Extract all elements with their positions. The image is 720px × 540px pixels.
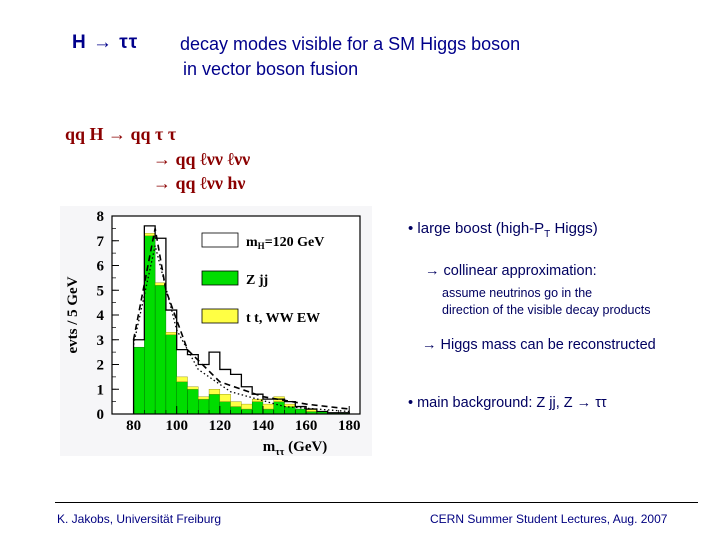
ttbar-bar — [165, 332, 177, 335]
zjj-bar — [251, 401, 264, 415]
y-tick-label: 3 — [97, 333, 105, 349]
ttbar-bar — [262, 403, 274, 410]
signal-histogram — [132, 225, 350, 414]
legend-label: mH=120 GeV — [246, 235, 324, 251]
y-tick-label: 8 — [97, 209, 105, 225]
ttbar-bar — [241, 403, 253, 410]
ttbar-bar — [144, 233, 156, 237]
x-tick-label: 140 — [252, 418, 275, 434]
ttbar-bar — [284, 403, 296, 407]
footer-divider — [55, 502, 698, 503]
ttbar-bar — [230, 401, 242, 407]
ttbar-bar — [198, 396, 210, 400]
y-tick-label: 4 — [97, 308, 105, 324]
zjj-bar — [241, 408, 253, 415]
ttbar-bar — [208, 389, 221, 395]
bullet-background: • main background: Z jj, Z → ττ — [408, 395, 607, 411]
footer-event: CERN Summer Student Lectures, Aug. 2007 — [430, 512, 668, 526]
bullet-boost-sub: T — [544, 229, 551, 240]
bullet-mass-reco: → Higgs mass can be reconstructed — [422, 337, 656, 353]
channel-main: qq H → qq τ τ — [65, 124, 177, 144]
x-tick-label: 80 — [126, 418, 141, 434]
zjj-bar — [154, 285, 167, 415]
ttbar-bar — [219, 393, 231, 402]
zjj-bar — [230, 406, 242, 415]
zjj-bar — [219, 401, 231, 415]
zjj-bar — [262, 408, 274, 415]
y-tick-label: 5 — [97, 283, 105, 299]
process-title: H → ττ — [72, 32, 139, 53]
zjj-bar — [295, 408, 307, 415]
zjj-bar — [198, 398, 210, 415]
legend-swatch — [201, 270, 239, 286]
bullet-boost: • large boost (high-PT Higgs) — [408, 220, 598, 240]
zjj-bar — [165, 334, 177, 415]
legend-label: t t, WW EW — [246, 311, 320, 326]
dotted-fit-curve — [132, 245, 350, 413]
ttbar-bar — [187, 386, 199, 390]
slide-title-line1: decay modes visible for a SM Higgs boson — [180, 34, 521, 54]
dashed-fit-curve — [132, 228, 350, 410]
zjj-bar — [144, 235, 156, 415]
x-tick-label: 120 — [209, 418, 232, 434]
bullet-boost-text: • large boost (high-P — [408, 220, 545, 237]
zjj-bar — [133, 346, 145, 415]
mass-histogram: 0 1 2 3 4 5 6 7 8 80 100 120 140 160 180 evts / 5 GeV mτ… — [60, 206, 372, 456]
bullet-boost-end: Higgs) — [550, 220, 598, 237]
collinear-detail-line1: assume neutrinos go in the — [442, 286, 593, 300]
y-tick-label: 6 — [97, 259, 105, 275]
x-tick-label: 100 — [165, 418, 188, 434]
collinear-detail: assume neutrinos go in the direction of … — [442, 285, 650, 319]
zjj-bar — [187, 389, 199, 415]
x-tick-label: 180 — [338, 418, 361, 434]
slide-title: decay modes visible for a SM Higgs boson… — [180, 32, 520, 82]
x-tick-label: 160 — [295, 418, 318, 434]
channel-semileptonic: → qq ℓνν hν — [153, 173, 246, 193]
legend-swatch — [201, 232, 239, 248]
y-tick-label: 1 — [97, 382, 105, 398]
y-axis-label: evts / 5 GeV — [65, 276, 81, 353]
y-tick-label: 0 — [97, 407, 105, 423]
slide-title-line2: in vector boson fusion — [183, 59, 359, 79]
y-tick-label: 7 — [97, 234, 105, 250]
zjj-bar — [176, 381, 188, 415]
x-axis-label: mττ (GeV) — [263, 439, 328, 456]
collinear-detail-line2: direction of the visible decay products — [442, 303, 651, 317]
bullet-collinear: → collinear approximation: — [425, 263, 597, 279]
zjj-bar — [208, 393, 221, 415]
histogram-svg: 0 1 2 3 4 5 6 7 8 80 100 120 140 160 180 evts / 5 GeV mτ… — [65, 209, 361, 456]
y-tick-label: 2 — [97, 358, 105, 374]
legend-label: Z jj — [246, 273, 268, 288]
channel-leptonic: → qq ℓνν ℓνν — [153, 149, 251, 169]
zjj-bar — [284, 406, 296, 415]
ttbar-bar — [176, 376, 188, 383]
legend-swatch — [201, 308, 239, 324]
zjj-bar — [273, 401, 285, 415]
footer-author: K. Jakobs, Universität Freiburg — [57, 512, 222, 526]
